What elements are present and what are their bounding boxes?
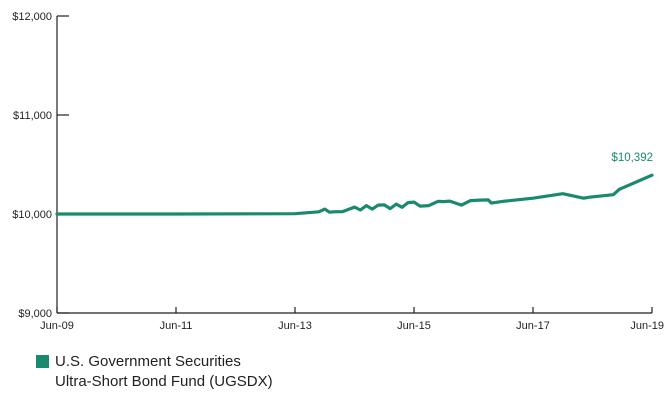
x-tick-label: Jun-13: [278, 320, 312, 332]
series-lines: [55, 173, 654, 216]
legend-label: U.S. Government Securities Ultra-Short B…: [55, 352, 273, 392]
x-tick-label: Jun-15: [397, 320, 431, 332]
series-line: [55, 173, 654, 216]
y-tick-label: $9,000: [18, 308, 52, 320]
legend-swatch: [36, 355, 49, 368]
y-tick-label: $11,000: [13, 110, 52, 122]
chart-axes: [56, 16, 652, 314]
x-tick-label: Jun-19: [630, 320, 664, 332]
y-tick-label: $12,000: [12, 11, 52, 23]
end-value-label: $10,392: [611, 152, 653, 164]
legend-label-line-1: U.S. Government Securities: [55, 353, 241, 370]
x-axis-ticks: Jun-09 Jun-11 Jun-13 Jun-15 Jun-17 Jun-19: [40, 307, 664, 332]
legend-label-line-2: Ultra-Short Bond Fund (UGSDX): [55, 373, 273, 390]
x-tick-label: Jun-11: [160, 320, 193, 332]
legend: U.S. Government Securities Ultra-Short B…: [36, 352, 273, 392]
y-axis-ticks: $12,000 $11,000 $10,000 $9,000: [12, 11, 69, 320]
x-tick-label: Jun-09: [40, 320, 74, 332]
y-tick-label: $10,000: [12, 209, 52, 221]
x-tick-label: Jun-17: [516, 320, 550, 332]
